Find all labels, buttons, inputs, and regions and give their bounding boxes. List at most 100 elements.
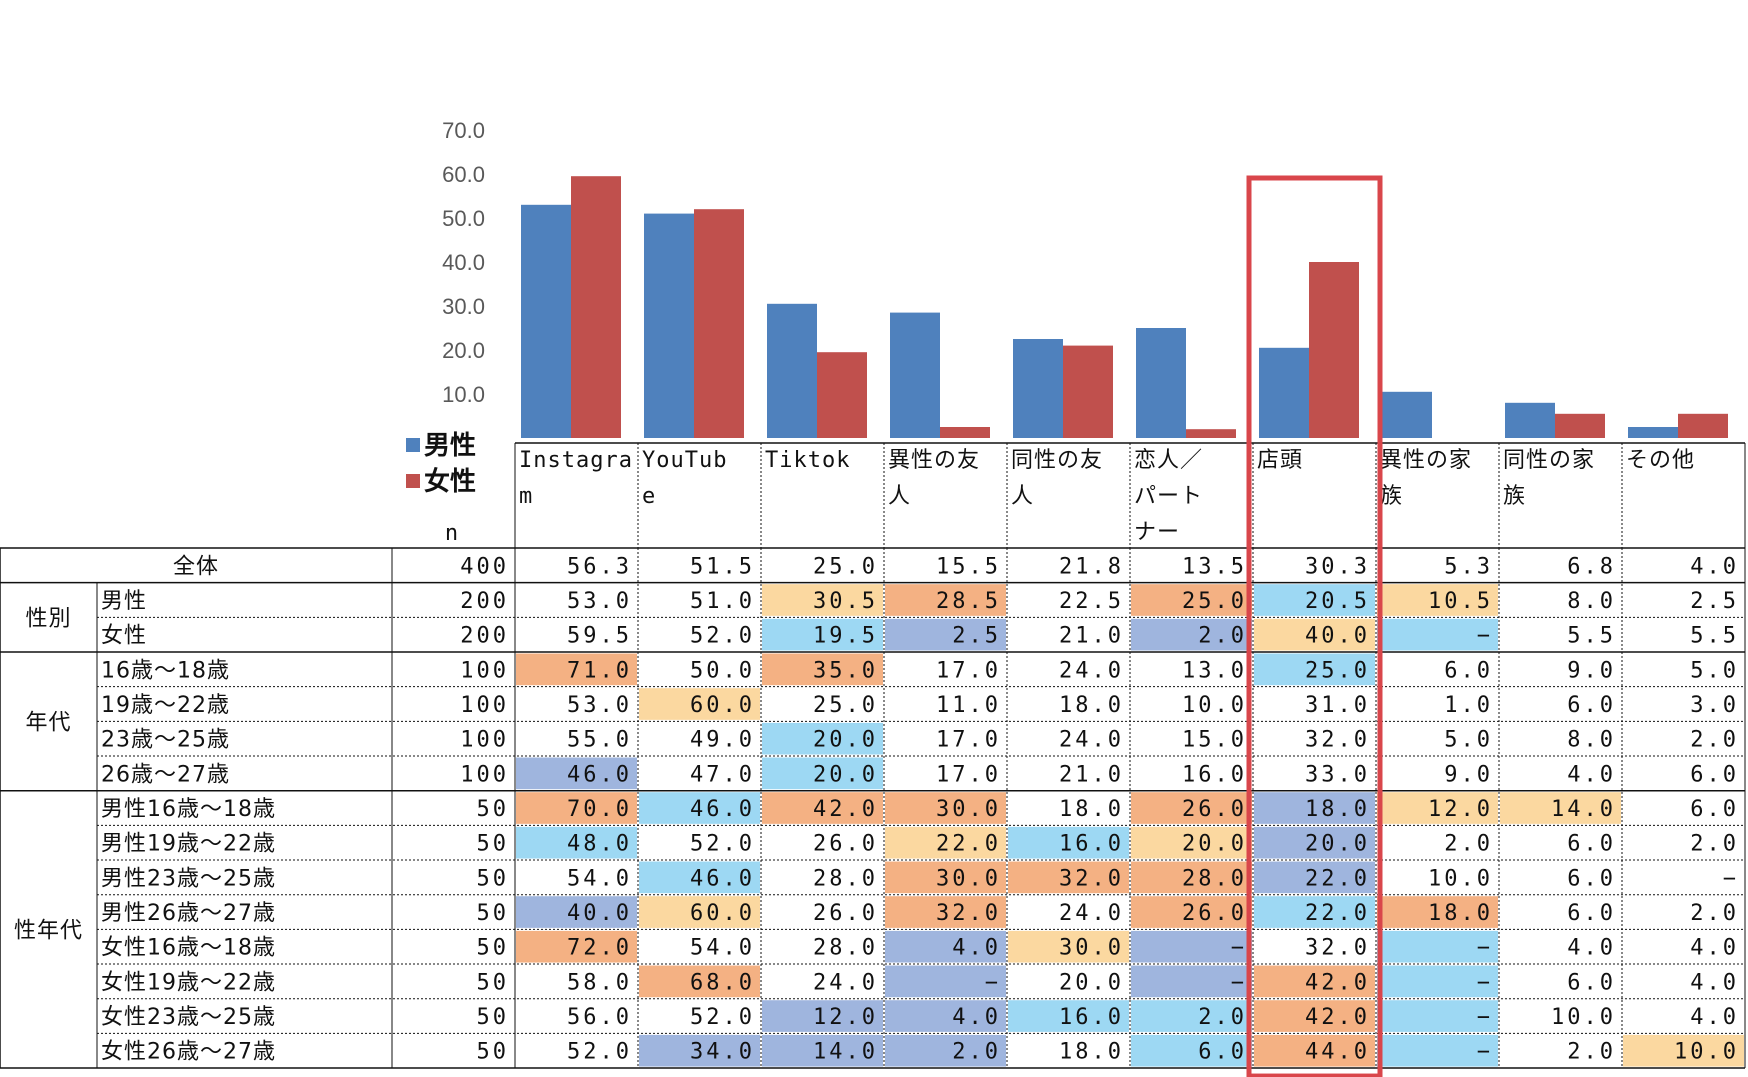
cell-value: 71.0 bbox=[567, 658, 632, 683]
cell-highlight bbox=[639, 965, 760, 998]
cell-value: 46.0 bbox=[690, 866, 755, 891]
cell-value: 26.0 bbox=[813, 901, 878, 926]
legend-label: 女性 bbox=[424, 466, 476, 497]
row-label: 男性23歳～25歳 bbox=[101, 866, 276, 891]
row-label: 19歳～22歳 bbox=[101, 693, 230, 718]
cell-value: 30.0 bbox=[1059, 936, 1124, 961]
row-n-value: 50 bbox=[477, 970, 510, 995]
cell-value: 52.0 bbox=[567, 1040, 632, 1065]
column-header-label: 異性の家 bbox=[1380, 448, 1472, 473]
cell-highlight bbox=[639, 792, 760, 824]
cell-value: 2.0 bbox=[1198, 624, 1247, 649]
cell-highlight bbox=[762, 618, 883, 651]
cell-highlight bbox=[1254, 1034, 1375, 1067]
cell-value: 15.0 bbox=[1182, 728, 1247, 753]
cell-highlight bbox=[1131, 792, 1252, 824]
cell-highlight bbox=[885, 618, 1006, 651]
cell-value: 40.0 bbox=[567, 901, 632, 926]
column-header-label: Instagra bbox=[519, 448, 633, 473]
cell-highlight bbox=[1254, 653, 1375, 686]
cell-value: 2.0 bbox=[952, 1040, 1001, 1065]
cell-value: 54.0 bbox=[690, 936, 755, 961]
cell-value: 17.0 bbox=[936, 762, 1001, 787]
cell-highlight bbox=[885, 792, 1006, 824]
cell-highlight bbox=[1254, 792, 1375, 824]
cell-value: 2.0 bbox=[1690, 832, 1739, 857]
cell-value: 2.0 bbox=[1690, 901, 1739, 926]
cell-value: 10.0 bbox=[1182, 693, 1247, 718]
cell-value: 42.0 bbox=[813, 797, 878, 822]
cell-value: − bbox=[1477, 624, 1493, 649]
cell-value: 10.0 bbox=[1551, 1005, 1616, 1030]
cell-value: 6.0 bbox=[1567, 866, 1616, 891]
cell-highlight bbox=[1254, 584, 1375, 616]
cell-highlight bbox=[762, 722, 883, 755]
column-header-label: m bbox=[519, 484, 533, 509]
row-label: 男性16歳～18歳 bbox=[101, 797, 276, 822]
cell-highlight bbox=[885, 965, 1006, 998]
cell-value: 4.0 bbox=[952, 936, 1001, 961]
cell-value: 4.0 bbox=[1690, 970, 1739, 995]
cell-value: 22.0 bbox=[936, 832, 1001, 857]
cell-value: 48.0 bbox=[567, 832, 632, 857]
cell-highlight bbox=[1254, 618, 1375, 651]
cell-highlight bbox=[762, 653, 883, 686]
cell-value: 16.0 bbox=[1059, 1005, 1124, 1030]
cell-value: 20.0 bbox=[813, 728, 878, 753]
bar-female bbox=[940, 427, 990, 438]
cell-value: 18.0 bbox=[1428, 901, 1493, 926]
bar-male bbox=[1628, 427, 1678, 438]
cell-value: 31.0 bbox=[1305, 693, 1370, 718]
cell-value: 32.0 bbox=[1305, 936, 1370, 961]
column-header-label: 店頭 bbox=[1257, 448, 1303, 473]
cell-highlight bbox=[639, 1034, 760, 1067]
cell-highlight bbox=[1500, 792, 1621, 824]
cell-value: 2.5 bbox=[1690, 589, 1739, 614]
row-n-value: 200 bbox=[460, 589, 509, 614]
row-n-value: 200 bbox=[460, 624, 509, 649]
column-header-label: YouTub bbox=[642, 448, 727, 473]
row-n-value: 100 bbox=[460, 728, 509, 753]
cell-value: − bbox=[1477, 1040, 1493, 1065]
cell-value: 42.0 bbox=[1305, 1005, 1370, 1030]
cell-highlight bbox=[885, 584, 1006, 616]
cell-value: 2.0 bbox=[1567, 1040, 1616, 1065]
cell-value: 52.0 bbox=[690, 832, 755, 857]
cell-value: 44.0 bbox=[1305, 1040, 1370, 1065]
cell-value: 60.0 bbox=[690, 693, 755, 718]
cell-value: 12.0 bbox=[813, 1005, 878, 1030]
cell-highlight bbox=[1008, 861, 1129, 894]
column-header-label: 恋人／ bbox=[1134, 448, 1203, 473]
cell-value: 33.0 bbox=[1305, 762, 1370, 787]
cell-value: 30.0 bbox=[936, 797, 1001, 822]
cell-value: 56.3 bbox=[567, 554, 632, 579]
cell-value: − bbox=[1231, 970, 1247, 995]
cell-highlight bbox=[885, 930, 1006, 963]
column-header-label: 族 bbox=[1503, 484, 1526, 509]
cell-highlight bbox=[885, 1000, 1006, 1032]
column-header-label: 人 bbox=[888, 484, 911, 509]
cell-value: 2.5 bbox=[952, 624, 1001, 649]
cell-highlight bbox=[1131, 618, 1252, 651]
cell-value: 55.0 bbox=[567, 728, 632, 753]
cell-value: 28.0 bbox=[813, 866, 878, 891]
cell-value: 18.0 bbox=[1305, 797, 1370, 822]
cell-highlight bbox=[1623, 1034, 1744, 1067]
cell-value: 3.0 bbox=[1690, 693, 1739, 718]
cell-value: − bbox=[1723, 866, 1739, 891]
cell-value: 54.0 bbox=[567, 866, 632, 891]
cell-highlight bbox=[1254, 965, 1375, 998]
row-n-value: 400 bbox=[460, 554, 509, 579]
cell-highlight bbox=[639, 861, 760, 894]
cell-highlight bbox=[516, 792, 637, 824]
row-n-value: 50 bbox=[477, 901, 510, 926]
cell-highlight bbox=[1377, 1034, 1498, 1067]
cell-value: 14.0 bbox=[1551, 797, 1616, 822]
cell-value: 2.0 bbox=[1444, 832, 1493, 857]
cell-value: 9.0 bbox=[1567, 658, 1616, 683]
cell-highlight bbox=[1131, 826, 1252, 859]
cell-value: 9.0 bbox=[1444, 762, 1493, 787]
column-header-label: その他 bbox=[1626, 448, 1695, 473]
cell-highlight bbox=[1254, 861, 1375, 894]
